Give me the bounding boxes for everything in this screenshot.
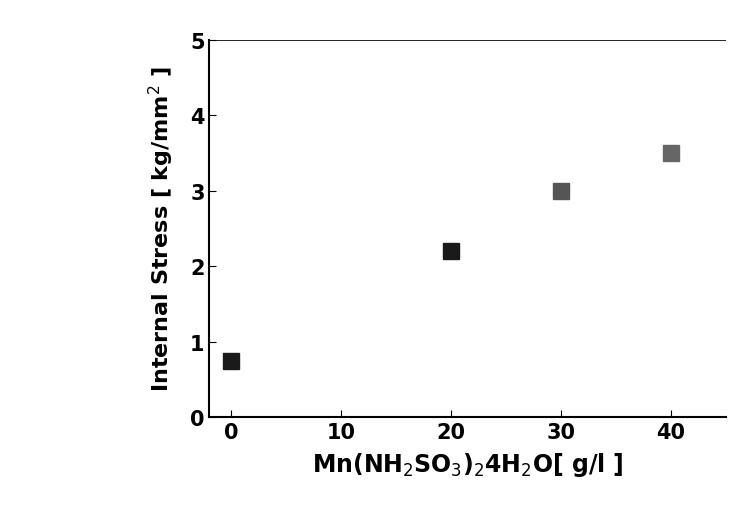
X-axis label: Mn(NH$_2$SO$_3$)$_2$4H$_2$O[ g/l ]: Mn(NH$_2$SO$_3$)$_2$4H$_2$O[ g/l ] — [312, 450, 623, 478]
Y-axis label: Internal Stress [ kg/mm$^2$ ]: Internal Stress [ kg/mm$^2$ ] — [147, 66, 176, 392]
